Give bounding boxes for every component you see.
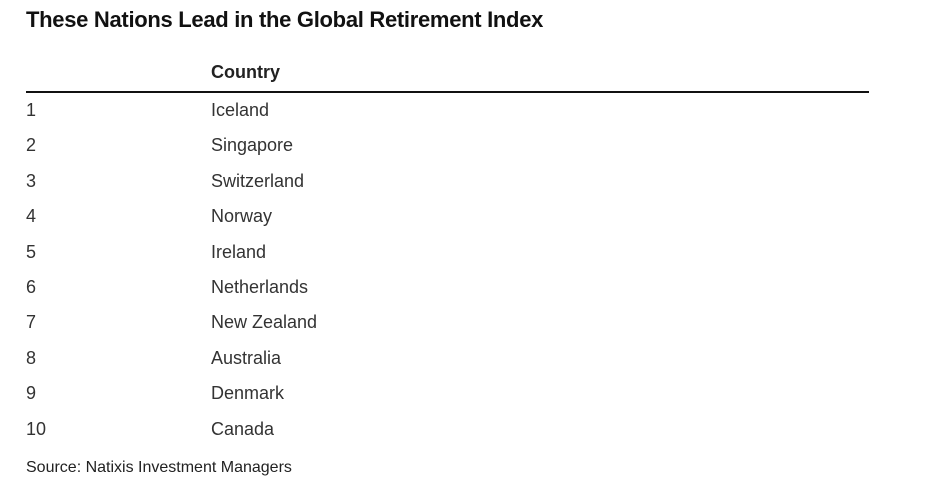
country-cell: Ireland xyxy=(211,241,267,262)
rank-cell: 9 xyxy=(26,383,37,404)
country-cell: Norway xyxy=(211,206,273,227)
rank-cell: 6 xyxy=(26,277,37,297)
rank-cell: 7 xyxy=(26,312,37,333)
title: These Nations Lead in the Global Retirem… xyxy=(26,7,544,32)
country-cell: Iceland xyxy=(211,100,270,120)
rank-cell: 2 xyxy=(26,135,37,156)
rank-cell: 1 xyxy=(26,100,37,120)
column-header: Country xyxy=(211,62,280,82)
country-cell: Netherlands xyxy=(211,277,309,297)
source-note: Source: Natixis Investment Managers xyxy=(26,459,292,476)
country-cell: Canada xyxy=(211,418,275,439)
rank-cell: 10 xyxy=(26,418,47,439)
header-rule xyxy=(26,91,869,93)
rank-cell: 4 xyxy=(26,206,37,227)
country-cell: Australia xyxy=(211,347,282,368)
country-cell: Denmark xyxy=(211,383,285,404)
country-cell: New Zealand xyxy=(211,312,318,333)
rank-cell: 5 xyxy=(26,241,37,262)
country-cell: Singapore xyxy=(211,135,294,156)
rank-cell: 8 xyxy=(26,347,37,368)
rank-cell: 3 xyxy=(26,170,37,191)
country-cell: Switzerland xyxy=(211,170,305,191)
